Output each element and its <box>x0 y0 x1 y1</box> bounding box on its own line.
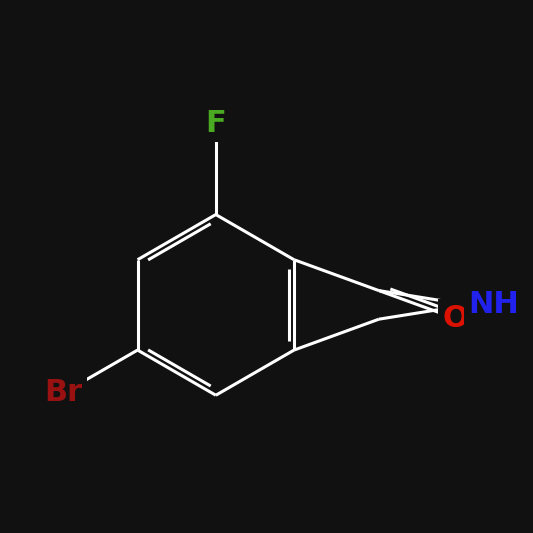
Text: F: F <box>205 109 226 138</box>
Text: NH: NH <box>468 290 519 319</box>
Text: Br: Br <box>44 378 82 408</box>
Text: O: O <box>442 304 469 333</box>
